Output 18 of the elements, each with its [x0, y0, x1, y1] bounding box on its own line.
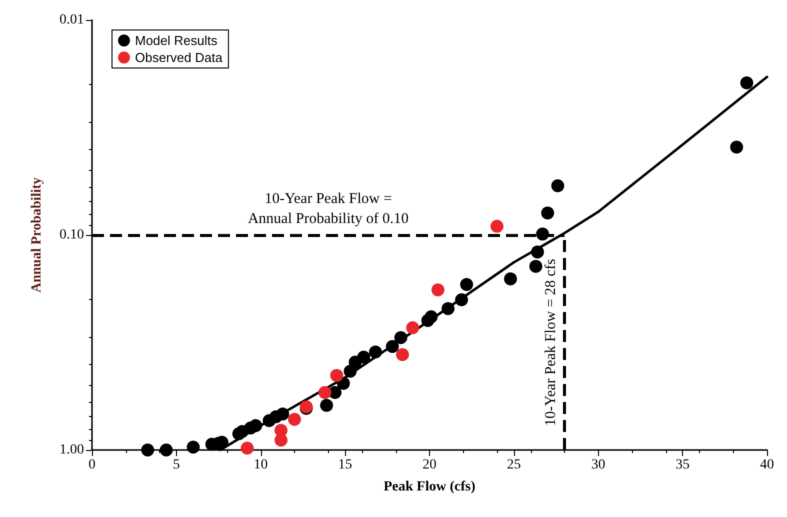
ref-line-label: 10-Year Peak Flow = 28 cfs [543, 258, 559, 426]
x-axis-title: Peak Flow (cfs) [384, 480, 476, 494]
y-tick-label: 0.10 [60, 228, 84, 242]
ref-line-label: 10-Year Peak Flow = Annual Probability of 0.10 [248, 191, 409, 227]
x-tick-label: 5 [172, 458, 180, 472]
y-tick-label: 0.01 [60, 12, 84, 28]
x-tick-label: 40 [760, 458, 774, 472]
y-tick-label: 1.00 [60, 442, 84, 458]
x-tick-label: 0 [88, 458, 96, 472]
x-tick-label: 10 [254, 458, 268, 472]
legend-label: Observed Data [135, 50, 224, 65]
x-tick-label: 20 [422, 458, 436, 472]
x-tick-label: 25 [506, 458, 521, 472]
x-tick-label: 35 [676, 458, 690, 472]
x-tick-label: 30 [591, 458, 606, 472]
y-axis-title: Annual Probability [30, 177, 44, 293]
legend-label: Model Results [135, 33, 218, 48]
x-tick-label: 15 [338, 458, 352, 472]
